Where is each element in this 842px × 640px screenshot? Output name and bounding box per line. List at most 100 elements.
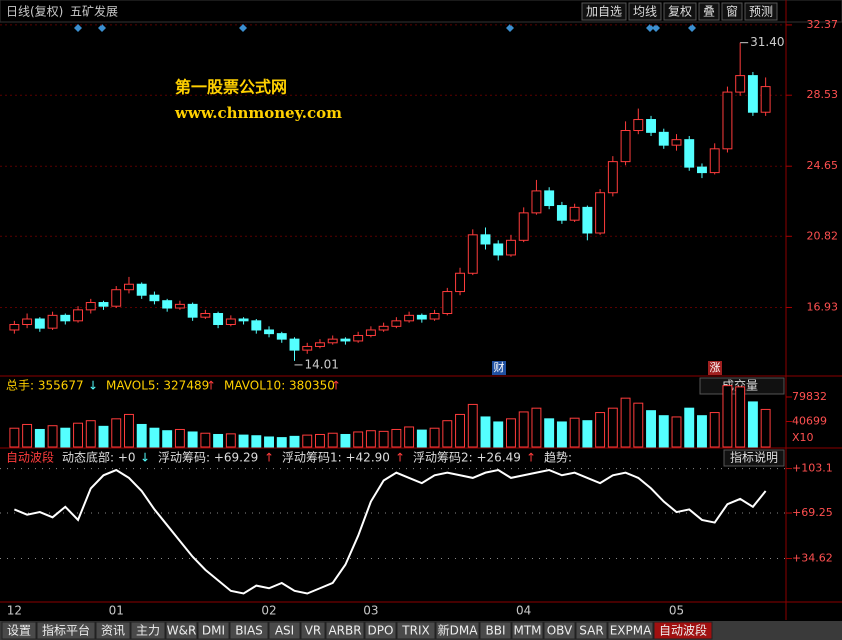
candle-body [9,323,20,331]
volume-bar [671,416,682,448]
candle-body [187,303,198,318]
tab[interactable] [268,621,301,640]
tab[interactable] [95,621,131,640]
tab[interactable] [1,621,37,640]
volume-bar [391,428,402,448]
candle-body [200,313,211,318]
button[interactable] [628,2,662,21]
volume-bar [747,401,758,448]
volume-bar [149,427,160,448]
candle-body [162,300,173,309]
volume-bar [353,431,364,448]
volume-bar [442,420,453,448]
button[interactable] [721,2,743,21]
tab-label[interactable]: VR [305,624,322,638]
signal-diamonds [74,24,696,32]
volume-bar [213,433,224,448]
tab-label[interactable]: W&R [167,624,197,638]
button[interactable] [663,2,697,21]
candle-body [251,320,262,331]
tab-label[interactable]: BIAS [235,624,263,638]
volume-bar [518,411,529,448]
tab-label[interactable]: BBI [485,624,505,638]
tab-label[interactable]: 设置 [7,624,31,638]
button-label[interactable]: 复权 [668,5,692,19]
volume-bar [735,386,746,448]
arrow: ↑ [331,379,341,393]
button-label[interactable]: 预测 [749,5,773,19]
volume-bar [276,437,287,448]
candle-body [544,190,555,207]
tab[interactable] [543,621,576,640]
candle-body [416,314,427,320]
marker: 财 [494,360,505,374]
button-label[interactable]: 加自选 [586,5,622,19]
tab-label[interactable]: TRIX [401,624,429,638]
candle-body [518,212,529,241]
indicator-value: 总手: 355677 [6,379,84,393]
button[interactable] [744,2,778,21]
tab[interactable] [607,621,654,640]
x-tick-label: 05 [669,604,684,618]
button[interactable] [698,2,720,21]
candle-body [569,206,580,221]
button-label[interactable]: 叠 [703,5,715,19]
candle-body [213,313,224,325]
tab[interactable] [653,621,713,640]
tab[interactable] [479,621,512,640]
button-label[interactable]: 指标说明 [730,450,778,465]
volume-bar [684,407,695,448]
x-tick-label: 04 [516,604,531,618]
tab[interactable] [575,621,608,640]
tab[interactable] [36,621,96,640]
tab-label[interactable]: DMI [202,624,225,638]
volume-bar [633,402,644,448]
tab[interactable] [197,621,230,640]
candle-body [709,148,720,174]
tab-label[interactable]: ASI [275,624,294,638]
volume-bar [429,427,440,448]
stock-name: 五矿发展 [70,4,118,19]
tab-label[interactable]: 资讯 [101,624,125,638]
tab[interactable] [130,621,166,640]
tab-label[interactable]: EXPMA [610,624,652,638]
volume-bar [340,433,351,448]
tab[interactable] [165,621,198,640]
volume-bar [607,407,618,448]
tab[interactable] [396,621,436,640]
tab-label[interactable]: OBV [547,624,573,638]
volume-bar [315,433,325,448]
tab-label[interactable]: DPO [368,624,394,638]
volume-bar [709,412,720,448]
tab[interactable] [300,621,326,640]
candle-body [340,338,351,342]
volume-bar [556,421,567,448]
button[interactable] [723,449,785,467]
tab-label[interactable]: 自动波段 [659,623,707,638]
tab-label[interactable]: ARBR [328,624,361,638]
button-label[interactable]: 均线 [633,5,657,19]
tab[interactable] [229,621,269,640]
tab-label[interactable]: 新DMA [438,623,479,638]
volume-bar [73,422,83,448]
candle-body [747,75,758,113]
button[interactable] [581,2,627,21]
tab-label[interactable]: SAR [579,624,603,638]
arrow: ↓ [140,451,150,465]
tab[interactable] [364,621,397,640]
tab-label[interactable]: MTM [513,624,541,638]
tab-label[interactable]: 指标平台 [42,623,90,638]
tab[interactable] [325,621,365,640]
button-label[interactable]: 窗 [726,5,738,19]
volume-bar [493,421,504,448]
candle-body [60,314,71,322]
tab-label[interactable]: 主力 [136,624,160,638]
candle-body [467,234,478,274]
volume-bar [22,423,33,448]
tab[interactable] [511,621,544,640]
y-tick-label: +34.62 [792,552,833,565]
marker: 涨 [710,361,721,374]
tab[interactable] [435,621,480,640]
